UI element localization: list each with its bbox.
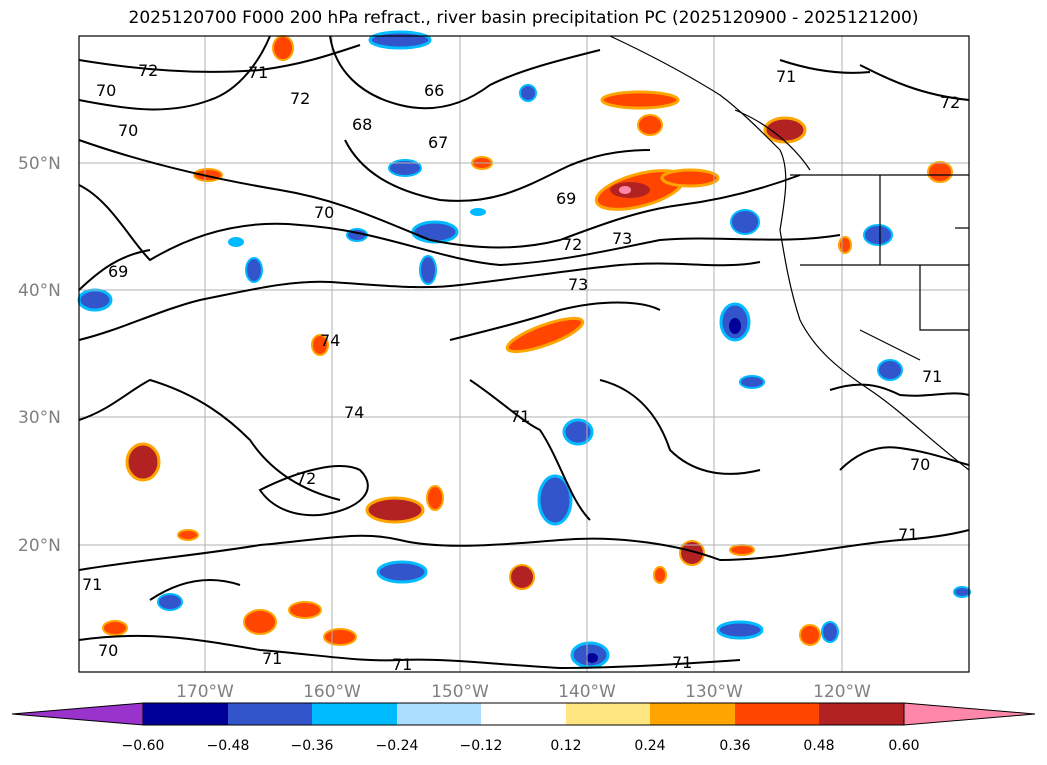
colorbar-segment: [735, 703, 819, 725]
lat-labels: 50°N 40°N 30°N 20°N: [18, 154, 61, 556]
colorbar-tick: 0.12: [550, 738, 581, 754]
contour-label: 74: [344, 403, 364, 422]
contour-label: 66: [424, 81, 444, 100]
lon-label: 160°W: [303, 682, 361, 702]
contour-label: 70: [118, 121, 138, 140]
contour-label: 73: [568, 275, 588, 294]
contour-label: 71: [248, 63, 268, 82]
lat-label: 20°N: [18, 536, 61, 556]
lon-label: 140°W: [558, 682, 616, 702]
contour-labels: 72 70 70 69 70 71 72 66 68 67 69 72 73 7…: [82, 61, 960, 674]
lon-labels: 170°W 160°W 150°W 140°W 130°W 120°W: [176, 682, 871, 702]
contour-label: 70: [98, 641, 118, 660]
colorbar-extend-low: [11, 702, 144, 726]
colorbar: −0.60 −0.48 −0.36 −0.24 −0.12 0.12 0.24 …: [11, 702, 1036, 754]
colorbar-segment: [312, 703, 397, 725]
contour-label: 72: [138, 61, 158, 80]
colorbar-tick: 0.60: [888, 738, 919, 754]
contour-label: 72: [940, 93, 960, 112]
contour-label: 69: [108, 262, 128, 281]
contour-label: 73: [612, 229, 632, 248]
colorbar-extend-high: [903, 702, 1036, 726]
map-title: 2025120700 F000 200 hPa refract., river …: [128, 8, 919, 28]
colorbar-tick: −0.60: [122, 738, 165, 754]
lon-label: 120°W: [813, 682, 871, 702]
lon-label: 130°W: [685, 682, 743, 702]
graticule: [79, 36, 969, 672]
map-frame: [78, 35, 970, 673]
lat-label: 30°N: [18, 408, 61, 428]
coastlines: [609, 35, 970, 471]
lat-label: 40°N: [18, 281, 61, 301]
contour-label: 72: [290, 89, 310, 108]
refractivity-contours: [78, 35, 970, 670]
contour-label: 71: [82, 575, 102, 594]
contour-label: 70: [314, 203, 334, 222]
contour-label: 72: [562, 235, 582, 254]
colorbar-segment: [143, 703, 228, 725]
colorbar-tick: −0.48: [207, 738, 250, 754]
colorbar-segment: [228, 703, 312, 725]
colorbar-tick: 0.48: [803, 738, 834, 754]
contour-label: 71: [776, 67, 796, 86]
contour-label: 70: [96, 81, 116, 100]
colorbar-segment: [819, 703, 904, 725]
lon-label: 170°W: [176, 682, 234, 702]
contour-label: 71: [922, 367, 942, 386]
colorbar-segment: [566, 703, 650, 725]
colorbar-tick: 0.24: [634, 738, 665, 754]
contour-label: 71: [262, 649, 282, 668]
contour-label: 71: [392, 655, 412, 674]
contour-label: 71: [672, 653, 692, 672]
colorbar-tick: −0.36: [291, 738, 334, 754]
contour-label: 71: [510, 407, 530, 426]
contour-label: 72: [296, 469, 316, 488]
colorbar-segment: [397, 703, 481, 725]
colorbar-tick: 0.36: [719, 738, 750, 754]
lon-label: 150°W: [431, 682, 489, 702]
lat-label: 50°N: [18, 154, 61, 174]
contour-label: 69: [556, 189, 576, 208]
contour-label: 74: [320, 331, 340, 350]
colorbar-segment: [650, 703, 735, 725]
contour-label: 68: [352, 115, 372, 134]
map-panel: 72 70 70 69 70 71 72 66 68 67 69 72 73 7…: [77, 30, 971, 674]
colorbar-tick: −0.24: [376, 738, 419, 754]
contour-label: 71: [898, 525, 918, 544]
contour-label: 70: [910, 455, 930, 474]
precip-shading: [77, 30, 971, 669]
colorbar-tick: −0.12: [460, 738, 503, 754]
contour-label: 67: [428, 133, 448, 152]
colorbar-segment: [481, 703, 566, 725]
